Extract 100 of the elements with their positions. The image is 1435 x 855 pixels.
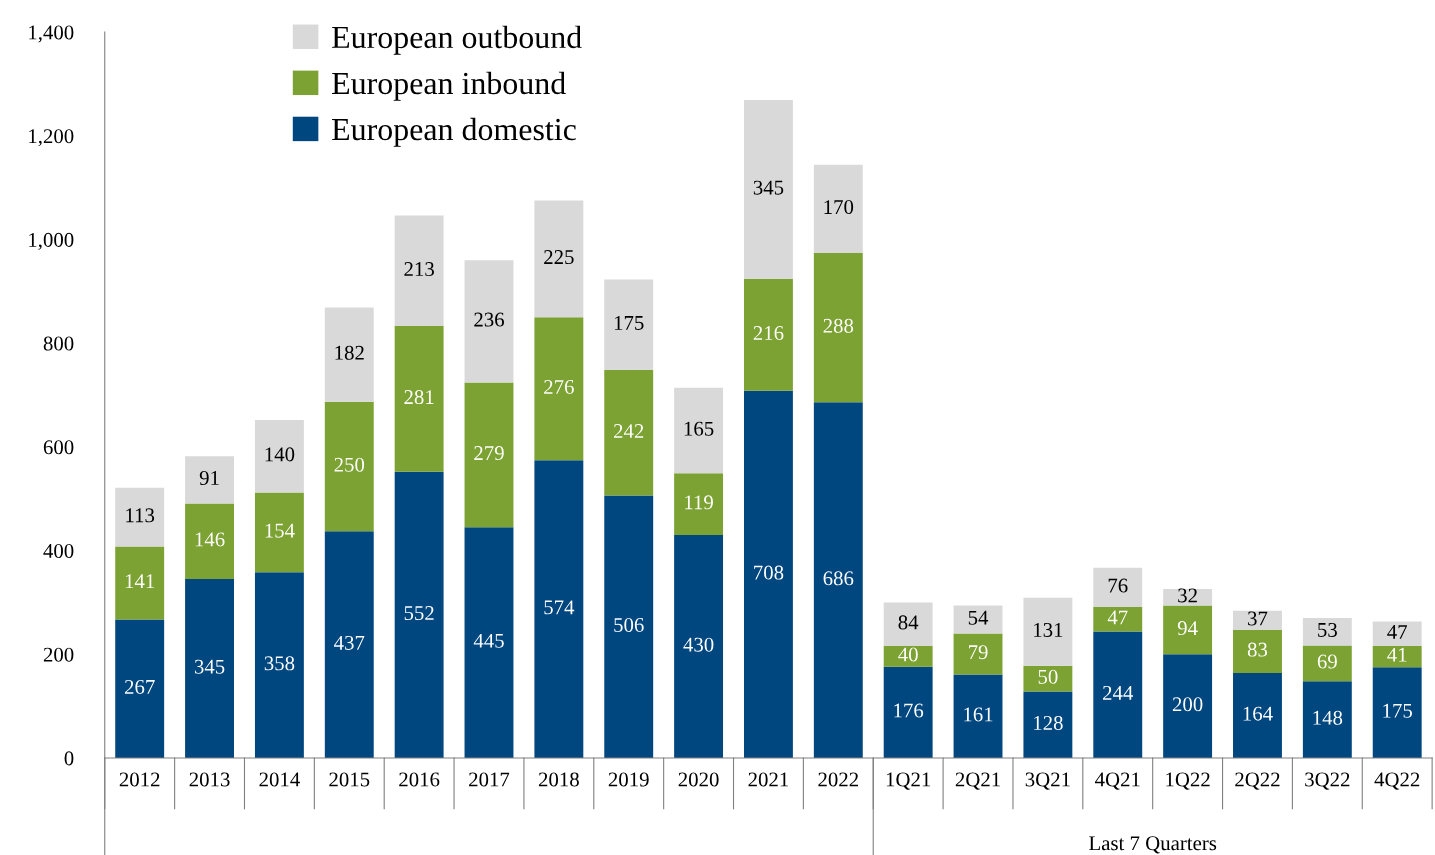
x-tick-label: 3Q22 [1305,772,1350,790]
data-label: 345 [194,659,225,674]
x-tick-label: 1Q21 [886,772,931,790]
data-label: 41 [1387,647,1407,662]
bar [1093,607,1143,632]
bar [534,460,584,758]
y-tick-label: 1,200 [29,129,74,147]
bar [534,317,584,461]
data-label: 170 [824,200,854,215]
data-label: 154 [265,523,295,538]
data-label: 161 [964,707,993,722]
bar [1233,629,1282,673]
bar [1233,610,1282,630]
bar [185,579,234,758]
data-label: 552 [404,606,434,621]
data-label: 140 [265,447,295,462]
data-label: 279 [474,446,504,461]
x-tick-label: 2Q21 [955,772,1000,790]
bar [813,402,863,758]
bar [953,605,1003,634]
data-label: 69 [1317,654,1337,669]
bar [604,370,654,496]
data-label: 40 [898,647,918,662]
data-label: 141 [125,574,155,588]
data-label: 37 [1248,611,1268,626]
data-label: 54 [968,610,989,625]
data-label: 430 [683,637,714,652]
bar [1023,597,1073,666]
data-label: 128 [1034,715,1063,730]
bar [743,390,793,758]
bar [1023,691,1073,758]
data-label: 213 [404,262,434,277]
y-tick-label: 1,400 [29,25,74,43]
bar [324,531,374,758]
bar [1163,605,1213,655]
bar [254,492,304,573]
bar [674,473,724,535]
bar [1372,621,1422,646]
data-label: 345 [753,180,784,195]
data-label: 225 [544,250,574,265]
bar [394,326,444,472]
data-label: 113 [126,508,155,523]
data-label: 686 [823,571,854,586]
data-label: 175 [1383,703,1413,718]
bar [1302,645,1352,682]
y-tick-label: 400 [43,543,74,558]
data-label: 131 [1034,622,1063,637]
data-label: 288 [823,318,854,333]
data-label: 79 [968,645,988,660]
bar [1093,567,1143,608]
data-label: 236 [474,312,504,327]
data-label: 84 [898,615,919,630]
bar [1372,645,1422,668]
data-label: 47 [1107,610,1128,625]
bar [324,307,374,402]
bar [1163,654,1213,758]
legend-label: European outbound [332,25,582,55]
data-label: 91 [199,471,219,485]
data-label: 358 [264,656,295,671]
bar [883,602,933,646]
bar [1302,617,1352,646]
bar [464,382,514,528]
data-label: 250 [334,457,365,472]
y-tick-label: 600 [43,440,74,455]
bar [953,674,1003,758]
x-tick-label: 1Q22 [1166,772,1210,790]
data-label: 708 [754,565,784,580]
data-label: 119 [685,495,713,510]
x-tick-label: 4Q21 [1095,772,1140,790]
data-label: 437 [334,635,365,650]
bar [394,215,444,327]
x-tick-label: 2014 [259,772,300,787]
data-label: 574 [544,600,575,615]
bar [115,487,165,547]
y-tick-label: 1,000 [29,232,74,250]
bar [115,619,165,758]
bar [743,278,793,391]
data-label: 176 [894,703,924,718]
bar [464,260,514,383]
bar [115,546,165,620]
bar [743,99,793,279]
x-tick-label: 2012 [119,772,160,787]
bar [254,419,304,493]
data-label: 244 [1103,685,1134,700]
data-label: 182 [335,345,364,360]
x-tick-label: 3Q21 [1025,772,1070,790]
data-label: 242 [614,424,644,438]
y-tick-label: 200 [43,647,74,662]
bar [883,666,933,758]
y-tick-label: 800 [43,336,74,351]
data-label: 281 [404,390,434,405]
x-tick-label: 4Q22 [1374,772,1420,790]
text: Last 7 Quarters [1089,836,1217,854]
x-tick-label: 2015 [329,772,370,787]
data-label: 445 [473,633,504,648]
bar [1023,665,1073,692]
bar [1372,667,1422,758]
data-label: 165 [684,421,714,436]
bar [813,164,863,253]
data-label: 76 [1108,578,1128,593]
